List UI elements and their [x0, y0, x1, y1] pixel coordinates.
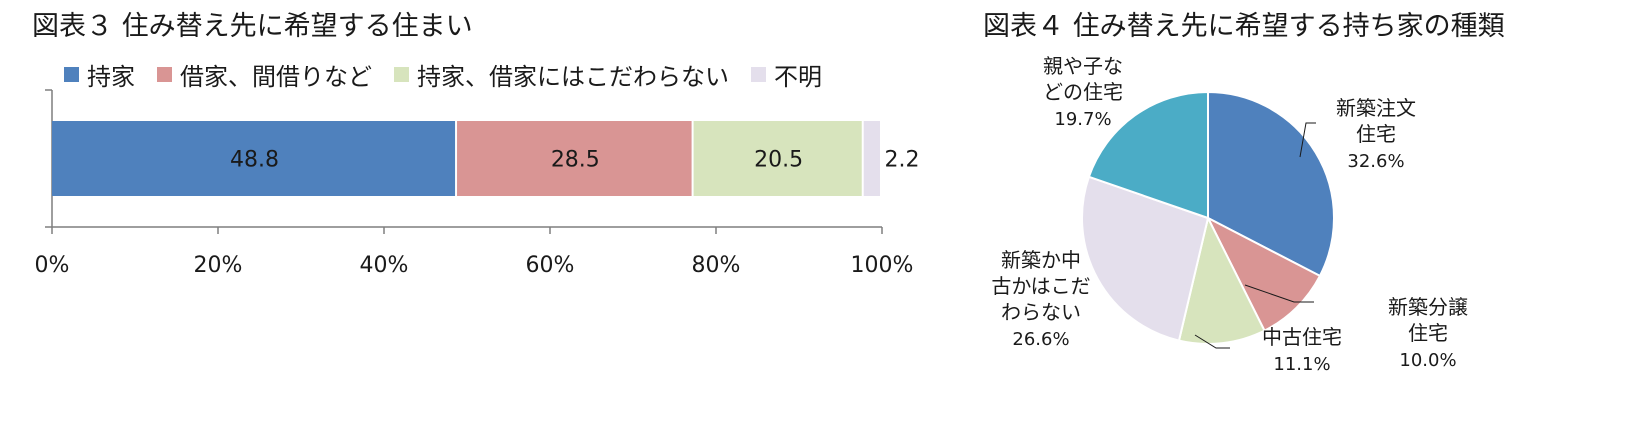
slice-label: 新築か中: [1001, 248, 1081, 272]
x-tick-label: 20%: [194, 253, 243, 278]
data-label: 48.8: [230, 148, 279, 173]
pie-slice: [1205, 215, 1322, 332]
legend-swatch-either: [394, 67, 409, 82]
leader-line: [1194, 334, 1230, 349]
legend-item-rented: 借家、間借りなど: [157, 57, 372, 92]
legend-label-rented: 借家、間借りなど: [180, 63, 372, 91]
pie-slice: [1081, 175, 1210, 342]
pie-slice: [1087, 90, 1209, 220]
slice-label: 古かはこだ: [991, 274, 1090, 298]
slice-label: どの住宅: [1043, 80, 1123, 104]
legend-label-either: 持家、借家にはこだわらない: [417, 63, 729, 91]
x-tick-label: 80%: [692, 253, 741, 278]
data-label: 20.5: [754, 148, 803, 173]
legend-item-either: 持家、借家にはこだわらない: [394, 57, 729, 92]
x-tick-label: 60%: [526, 253, 575, 278]
slice-label: 新築注文: [1336, 96, 1416, 120]
legend-label-owned: 持家: [87, 63, 135, 91]
slice-percent-label: 11.1%: [1273, 354, 1330, 375]
bar-segment: [457, 121, 692, 196]
legend-item-owned: 持家: [64, 57, 135, 92]
x-tick-label: 40%: [360, 253, 409, 278]
legend-swatch-unknown: [751, 67, 766, 82]
bar-segment: [693, 121, 862, 196]
slice-label: 新築分譲: [1388, 295, 1468, 319]
pie-slice: [1207, 90, 1335, 278]
slice-label: 住宅: [1408, 321, 1448, 345]
data-label: 2.2: [885, 148, 920, 173]
stacked-bar-chart: 0% 20% 40% 60% 80% 100% 48.8 28.5 20.5 2.2: [35, 89, 920, 278]
legend-swatch-rented: [157, 67, 172, 82]
chart3-legend: 持家 借家、間借りなど 持家、借家にはこだわらない 不明: [64, 57, 844, 92]
slice-label: 住宅: [1356, 122, 1396, 146]
legend-swatch-owned: [64, 67, 79, 82]
slice-label: わらない: [1001, 300, 1081, 324]
leader-line: [1244, 284, 1314, 303]
slice-percent-label: 32.6%: [1347, 151, 1404, 172]
chart3-title: 図表３ 住み替え先に希望する住まい: [32, 11, 473, 42]
legend-item-unknown: 不明: [751, 57, 822, 92]
slice-label: 中古住宅: [1262, 325, 1342, 349]
bar-segment: [863, 121, 880, 196]
slice-percent-label: 10.0%: [1399, 350, 1456, 371]
slice-percent-label: 19.7%: [1054, 109, 1111, 130]
data-label: 28.5: [551, 148, 600, 173]
slice-label: 親や子な: [1043, 54, 1123, 78]
legend-label-unknown: 不明: [774, 63, 822, 91]
leader-line: [1299, 122, 1316, 158]
chart4-title: 図表４ 住み替え先に希望する持ち家の種類: [983, 11, 1505, 42]
x-tick-label: 0%: [35, 253, 70, 278]
x-tick-label: 100%: [851, 253, 914, 278]
bar-segment: [52, 121, 456, 196]
slice-percent-label: 26.6%: [1012, 329, 1069, 350]
pie-slice: [1177, 215, 1266, 345]
